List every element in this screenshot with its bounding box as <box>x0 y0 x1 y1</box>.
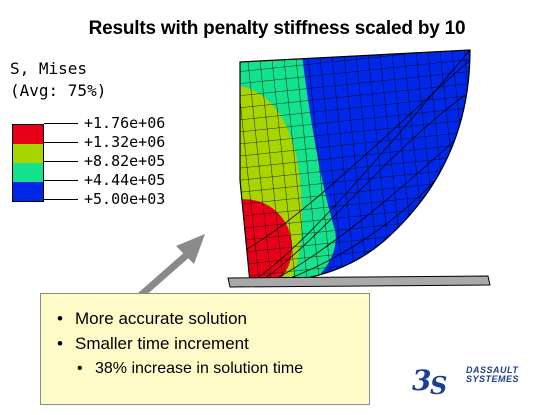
contour-regions <box>240 50 470 283</box>
dassault-logo: 3 S DASSAULT SYSTEMES <box>410 360 550 400</box>
logo-line-1: DASSAULT <box>466 365 519 375</box>
legend-swatch-yellowgreen <box>13 144 43 163</box>
legend-level: +1.76e+06 <box>44 114 165 133</box>
callout-box: More accurate solution Smaller time incr… <box>40 293 370 405</box>
ds-logo-icon: 3 S <box>412 364 447 400</box>
legend-color-bar <box>12 124 44 202</box>
svg-text:3: 3 <box>412 364 431 397</box>
sub-bullet-item: 38% increase in solution time <box>77 356 369 381</box>
bullet-item: More accurate solution <box>57 306 369 331</box>
bullet-item: Smaller time increment <box>57 331 369 356</box>
svg-text:S: S <box>430 371 447 400</box>
legend-variable: S, Mises <box>10 59 88 78</box>
callout-bullets: More accurate solution Smaller time incr… <box>57 306 369 381</box>
legend-averaging: (Avg: 75%) <box>10 81 107 100</box>
legend-swatch-green <box>13 163 43 182</box>
legend-swatch-blue <box>13 182 43 201</box>
legend-level: +4.44e+05 <box>44 171 165 190</box>
legend-level: +1.32e+06 <box>44 133 165 152</box>
slide-title: Results with penalty stiffness scaled by… <box>88 18 466 39</box>
legend-swatch-red <box>13 125 43 144</box>
pointer-arrow <box>137 234 205 299</box>
legend-level: +8.82e+05 <box>44 152 165 171</box>
rigid-surface <box>227 275 491 288</box>
legend-level: +5.00e+03 <box>44 190 165 209</box>
logo-line-2: SYSTEMES <box>466 374 520 384</box>
